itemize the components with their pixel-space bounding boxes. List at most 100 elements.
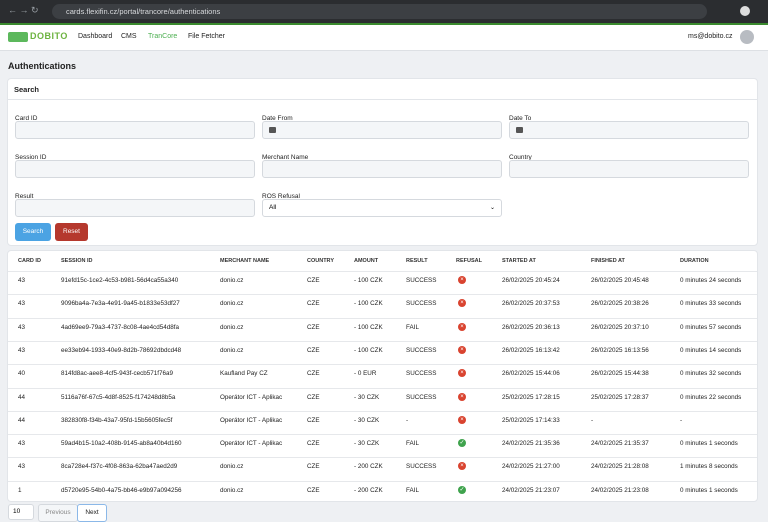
next-button[interactable]: Next [77,504,107,522]
table-cell: 4ad69ee9-79a3-4737-8c08-4ae4cd54d8fa [61,323,179,331]
table-cell: CZE [307,463,320,471]
table-cell: 26/02/2025 15:44:38 [591,370,649,378]
table-cell: 24/02/2025 21:23:07 [502,486,560,494]
calendar-icon [516,127,523,133]
table-cell: 0 minutes 22 seconds [680,393,742,401]
table-cell: 25/02/2025 17:14:33 [502,416,560,424]
table-cell: 814fd8ac-aee8-4cf5-943f-cecb571f76a9 [61,370,174,378]
table-cell: 44 [18,393,26,401]
table-cell: 382830f8-f34b-43a7-95fd-15b5605fec5f [61,416,173,424]
text-input[interactable] [509,160,749,178]
refusal-icon: × [458,322,466,331]
column-header: REFUSAL [456,258,482,264]
table-cell: CZE [307,370,320,378]
table-cell: 24/02/2025 21:35:36 [502,440,560,448]
table-cell: - 30 CZK [354,440,380,448]
table-cell: CZE [307,486,320,494]
brand[interactable]: DOBITO [30,31,68,41]
refusal-icon: × [458,276,466,284]
table-cell: 24/02/2025 21:23:08 [591,486,649,494]
field-label: Card ID [15,115,38,122]
table-cell: 26/02/2025 15:44:06 [502,370,560,378]
text-input[interactable] [15,121,255,139]
table-cell: 24/02/2025 21:35:37 [591,440,649,448]
table-cell: - 200 CZK [354,486,383,494]
table-cell: 26/02/2025 20:37:10 [591,323,649,331]
column-header: SESSION ID [61,258,93,264]
table-cell: donio.cz [220,346,244,354]
table-cell: SUCCESS [406,393,437,401]
table-cell: 26/02/2025 20:38:26 [591,300,649,308]
table-cell: 0 minutes 32 seconds [680,370,742,378]
table-cell: - 200 CZK [354,463,383,471]
text-input[interactable] [15,160,255,178]
table-cell: 43 [18,463,26,471]
refusal-icon: × [458,415,466,424]
page-title: Authentications [8,61,77,71]
table-cell: CZE [307,300,320,308]
row-divider [8,480,757,482]
table-cell: Operátor ICT - Aplikac [220,393,283,401]
nav-link[interactable]: CMS [121,33,137,40]
table-cell: 0 minutes 14 seconds [680,346,742,354]
table-cell: donio.cz [220,463,244,471]
row-divider [8,364,757,366]
table-cell: CZE [307,416,320,424]
row-divider [8,410,757,412]
address-bar[interactable]: cards.flexifin.cz/portal/trancore/authen… [52,4,707,19]
text-input[interactable] [262,121,502,139]
table-cell: - 100 CZK [354,300,383,308]
table-cell: donio.cz [220,300,244,308]
table-cell: 8ca728e4-f37c-4f08-863a-62ba47aed2d9 [61,463,178,471]
table-cell: CZE [307,440,320,448]
table-cell: - 30 CZK [354,416,380,424]
button[interactable]: Search [15,223,51,241]
column-header: AMOUNT [354,258,379,264]
text-input[interactable] [509,121,749,139]
profile-icon[interactable] [740,6,750,16]
table-cell: 26/02/2025 20:45:24 [502,277,560,284]
text-input[interactable] [15,199,255,217]
table-cell: Operátor ICT - Aplikac [220,416,283,424]
nav-link[interactable]: Dashboard [78,33,113,40]
table-cell: SUCCESS [406,370,437,378]
table-cell: - 30 CZK [354,393,380,401]
table-cell: 91efd15c-1ce2-4c53-b981-56d4ca55a340 [61,277,179,284]
row-divider [8,387,757,389]
table-cell: CZE [307,393,320,401]
table-cell: SUCCESS [406,300,437,308]
table-cell: FAIL [406,323,419,331]
field-label: Country [509,154,532,161]
column-header: STARTED AT [502,258,536,264]
table-cell: - 100 CZK [354,277,383,284]
table-cell: SUCCESS [406,463,437,471]
button[interactable]: Reset [55,223,88,241]
search-title: Search [14,85,40,94]
row-divider [8,294,757,296]
field-label: Date To [509,115,532,122]
row-divider [8,457,757,459]
browser-nav-icons[interactable]: ← → ↻ [8,5,39,15]
nav-link[interactable]: File Fetcher [188,33,225,40]
select-input[interactable]: All ⌄ [262,199,502,217]
browser-bar: ← → ↻ cards.flexifin.cz/portal/trancore/… [0,0,768,25]
table-cell: 25/02/2025 17:28:37 [591,393,649,401]
table-cell: 25/02/2025 17:28:15 [502,393,560,401]
table-cell: 1 [18,486,22,494]
table-cell: 59ad4b15-10a2-408b-9145-ab8a40b4d160 [61,440,182,448]
refusal-icon: ✓ [458,485,466,494]
text-input[interactable] [262,160,502,178]
table-cell: d5720e95-54b0-4a75-bb46-e9b97a094256 [61,486,182,494]
previous-button[interactable]: Previous [38,504,78,522]
table-cell: SUCCESS [406,277,437,284]
table-cell: - [680,416,683,424]
table-cell: SUCCESS [406,346,437,354]
refusal-icon: × [458,462,466,471]
nav-link[interactable]: TranCore [148,33,178,40]
column-header: FINISHED AT [591,258,625,264]
divider [8,99,757,100]
avatar[interactable] [740,30,754,44]
user-email[interactable]: ms@dobito.cz [688,33,733,40]
select-value: All [269,204,277,211]
table-cell: CZE [307,346,320,354]
